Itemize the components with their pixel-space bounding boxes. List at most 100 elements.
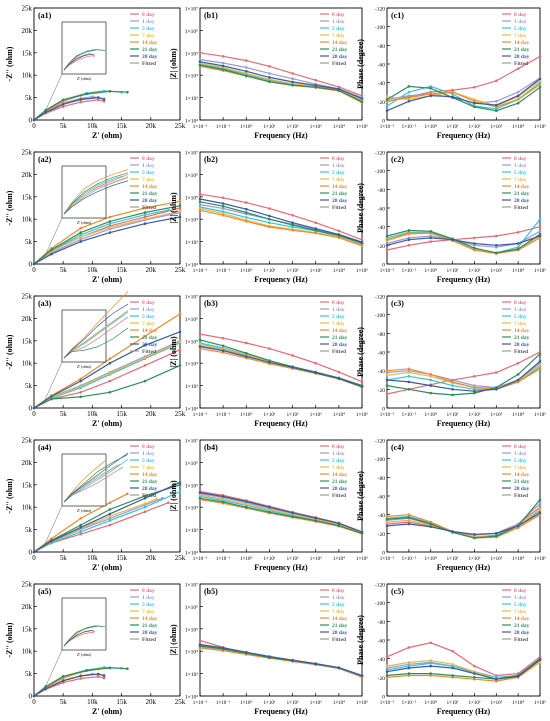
y-tick-label: 1×10⁶	[185, 461, 198, 467]
y-tick-label: -100	[375, 25, 385, 31]
data-point	[198, 197, 202, 201]
data-point	[221, 212, 225, 215]
data-point	[314, 221, 318, 224]
legend-label: 0 day	[514, 300, 527, 306]
data-point	[495, 679, 498, 683]
legend-label: 1 day	[332, 19, 345, 25]
data-point	[96, 98, 100, 102]
series-line	[386, 85, 541, 112]
series-line	[33, 364, 181, 409]
inset-series-line	[63, 303, 129, 359]
legend-label: 21 day	[514, 623, 530, 629]
legend-label: 5 day	[332, 458, 345, 464]
data-point	[516, 242, 520, 245]
data-point	[108, 501, 112, 505]
data-point	[221, 64, 225, 68]
data-point	[429, 373, 433, 376]
panel-label: (b2)	[204, 155, 218, 164]
y-tick-label: 1×10²	[185, 695, 198, 701]
inset-connector	[43, 73, 63, 115]
data-point	[245, 505, 248, 509]
x-tick-label: 15k	[116, 410, 127, 418]
panel-label: (b4)	[204, 443, 218, 452]
x-axis-label: Z' (ohm)	[92, 275, 122, 284]
data-point	[473, 248, 476, 252]
data-point	[221, 347, 225, 351]
legend-label: 28 day	[142, 630, 158, 636]
data-point	[50, 395, 53, 398]
x-axis-label: Frequency (Hz)	[254, 131, 308, 140]
series-line	[199, 61, 363, 100]
y-tick-label: 1×10³	[185, 528, 198, 534]
x-tick-label: 10k	[87, 410, 98, 418]
series-line	[199, 492, 363, 533]
series-line	[386, 512, 541, 535]
legend-label: 0 day	[142, 156, 155, 162]
inset-series-line	[63, 454, 129, 503]
legend-label: 21 day	[332, 479, 348, 485]
data-point	[385, 384, 389, 387]
data-point	[245, 502, 248, 506]
data-point	[451, 384, 454, 387]
data-point	[385, 95, 389, 98]
data-point	[143, 217, 147, 221]
legend-label: 5 day	[332, 26, 345, 32]
inset-series-line	[63, 458, 129, 503]
data-point	[79, 235, 82, 239]
data-point	[85, 92, 88, 96]
y-tick-label: 25k	[22, 5, 33, 13]
legend-label: 5 day	[514, 170, 527, 176]
data-point	[245, 72, 248, 75]
legend-label: 0 day	[514, 12, 527, 18]
data-point	[143, 496, 147, 500]
y-axis-label: -Z'' (ohm)	[5, 334, 14, 369]
data-point	[385, 670, 389, 673]
data-point	[50, 248, 53, 251]
data-point	[385, 378, 389, 382]
data-point	[50, 252, 53, 256]
data-point	[61, 103, 65, 106]
y-tick-label: 1×10²	[185, 119, 198, 125]
data-point	[79, 385, 82, 388]
data-point	[337, 233, 341, 236]
x-tick-label: 1×10⁻¹	[402, 700, 417, 706]
data-point	[429, 87, 433, 90]
data-point	[495, 532, 498, 535]
data-point	[385, 236, 389, 240]
y-tick-label: 20k	[22, 603, 33, 611]
series-line	[386, 80, 541, 107]
data-point	[516, 526, 520, 529]
panel-label: (c2)	[391, 155, 404, 164]
x-tick-label: 1×10⁵	[356, 556, 368, 562]
data-point	[451, 238, 454, 241]
y-tick-label: 1×10⁶	[185, 173, 198, 179]
data-point	[538, 55, 542, 58]
data-point	[360, 240, 364, 244]
series-line	[386, 226, 541, 251]
data-point	[360, 674, 364, 677]
data-point	[268, 510, 271, 514]
legend-label: 14 day	[332, 328, 348, 334]
data-point	[143, 494, 147, 498]
data-point	[50, 537, 53, 540]
data-point	[495, 234, 498, 238]
data-point	[268, 80, 271, 83]
y-tick-label: -20	[378, 676, 386, 682]
data-point	[360, 100, 364, 104]
data-point	[79, 226, 82, 230]
data-point	[538, 498, 542, 502]
data-point	[221, 204, 225, 208]
legend-label: 21 day	[332, 623, 348, 629]
data-point	[102, 99, 106, 103]
data-point	[268, 221, 271, 224]
series-line	[33, 482, 181, 553]
data-point	[268, 347, 271, 350]
data-point	[429, 378, 433, 382]
x-tick-label: 1×10⁴	[512, 556, 524, 562]
x-tick-label: 1×10⁵	[534, 412, 546, 418]
data-point	[314, 371, 318, 375]
data-point	[538, 511, 542, 515]
data-point	[245, 74, 248, 77]
y-tick-label: -100	[375, 313, 385, 319]
data-point	[143, 213, 147, 216]
